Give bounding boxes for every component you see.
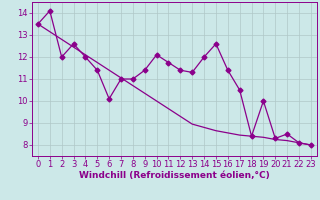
- X-axis label: Windchill (Refroidissement éolien,°C): Windchill (Refroidissement éolien,°C): [79, 171, 270, 180]
